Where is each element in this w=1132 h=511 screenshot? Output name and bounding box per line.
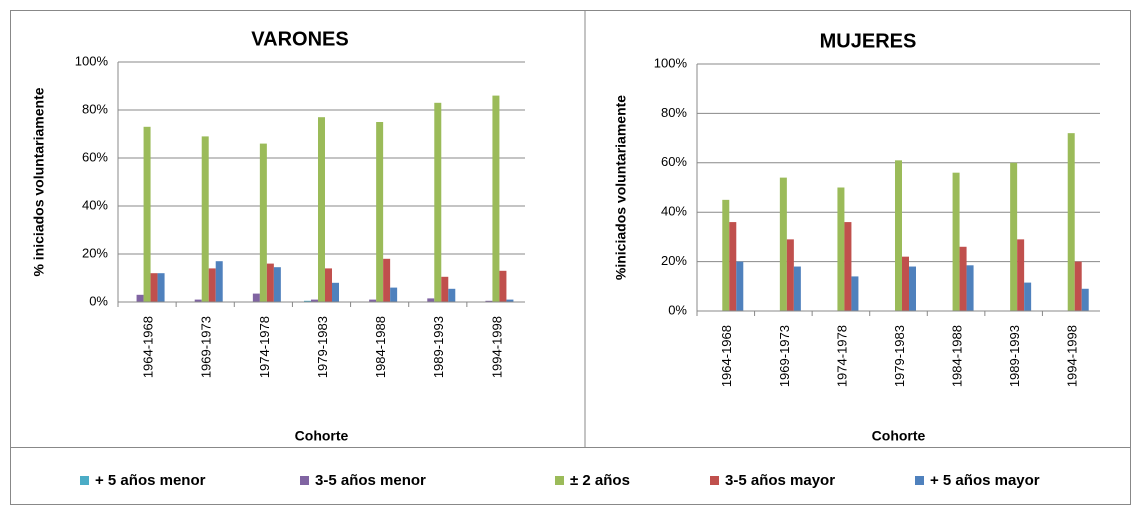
bar xyxy=(729,222,737,311)
bar xyxy=(722,199,730,311)
bar xyxy=(266,263,274,302)
x-tick-label: 1984-1988 xyxy=(950,325,965,387)
bar xyxy=(1010,162,1018,311)
bar xyxy=(485,300,493,302)
bar xyxy=(902,256,909,311)
x-axis-title: Cohorte xyxy=(295,428,349,444)
x-tick-label: 1969-1973 xyxy=(777,325,792,387)
bar xyxy=(851,276,859,311)
bar xyxy=(332,282,339,302)
y-tick-label: 40% xyxy=(82,197,108,212)
y-tick-label: 20% xyxy=(82,245,108,260)
bar xyxy=(844,222,852,311)
bar xyxy=(325,268,332,302)
legend-label: ± 2 años xyxy=(570,472,630,489)
y-axis-title: %iniciados voluntariamente xyxy=(613,95,629,280)
y-tick-label: 20% xyxy=(661,253,687,268)
legend-label: 3-5 años menor xyxy=(315,472,426,489)
bar xyxy=(390,287,398,302)
legend-label: + 5 años menor xyxy=(95,472,206,489)
legend-swatch xyxy=(300,476,309,485)
x-tick-label: 1974-1978 xyxy=(834,325,849,387)
bar xyxy=(157,273,165,302)
bar xyxy=(215,261,223,302)
x-axis-title: Cohorte xyxy=(872,428,926,444)
bar xyxy=(793,266,801,311)
bar xyxy=(786,239,794,311)
bar xyxy=(441,276,449,302)
bar xyxy=(252,293,260,302)
bar xyxy=(1017,239,1025,311)
bar xyxy=(837,187,845,311)
legend-swatch xyxy=(915,476,924,485)
x-tick-label: 1979-1983 xyxy=(315,316,330,378)
bar xyxy=(201,136,209,302)
bar xyxy=(194,299,202,302)
bar xyxy=(736,261,744,311)
y-tick-label: 0% xyxy=(89,293,108,308)
bar xyxy=(448,288,456,302)
bar xyxy=(136,294,144,302)
y-axis-title: % iniciados voluntariamente xyxy=(31,87,47,276)
legend-swatch xyxy=(555,476,564,485)
bar xyxy=(492,95,500,302)
bar xyxy=(208,268,216,302)
x-tick-label: 1964-1968 xyxy=(141,316,156,378)
bar xyxy=(1074,261,1082,311)
bar xyxy=(909,266,916,311)
bar xyxy=(895,160,902,311)
x-tick-label: 1994-1998 xyxy=(1065,325,1080,387)
y-tick-label: 0% xyxy=(668,302,687,317)
legend-label: + 5 años mayor xyxy=(930,472,1040,489)
bar xyxy=(376,122,384,302)
bar xyxy=(369,299,377,302)
y-tick-label: 60% xyxy=(661,154,687,169)
bar xyxy=(959,246,967,311)
bar xyxy=(1024,282,1032,311)
bar xyxy=(150,273,158,302)
legend-swatch xyxy=(80,476,89,485)
bar xyxy=(311,299,318,302)
x-tick-label: 1969-1973 xyxy=(199,316,214,378)
bar xyxy=(273,267,281,302)
chart-title: VARONES xyxy=(251,28,348,50)
legend-swatch xyxy=(710,476,719,485)
x-tick-label: 1964-1968 xyxy=(719,325,734,387)
bar xyxy=(427,298,435,302)
bar xyxy=(779,177,787,311)
x-tick-label: 1984-1988 xyxy=(373,316,388,378)
bar xyxy=(499,270,507,302)
bar xyxy=(1067,133,1075,311)
bar xyxy=(966,265,974,311)
y-tick-label: 100% xyxy=(75,53,109,68)
bar xyxy=(506,299,514,302)
bar xyxy=(143,126,151,302)
chart-title: MUJERES xyxy=(820,30,917,52)
x-tick-label: 1994-1998 xyxy=(489,316,504,378)
bar xyxy=(259,143,267,302)
y-tick-label: 80% xyxy=(82,101,108,116)
bar xyxy=(1081,288,1089,311)
bar xyxy=(383,258,391,302)
bar xyxy=(318,117,325,302)
frame xyxy=(10,10,1131,505)
y-tick-label: 80% xyxy=(661,105,687,120)
bar xyxy=(952,172,960,311)
bar xyxy=(304,300,311,302)
y-tick-label: 100% xyxy=(654,55,688,70)
x-tick-label: 1974-1978 xyxy=(257,316,272,378)
y-tick-label: 40% xyxy=(661,204,687,219)
x-tick-label: 1989-1993 xyxy=(431,316,446,378)
y-tick-label: 60% xyxy=(82,149,108,164)
x-tick-label: 1989-1993 xyxy=(1007,325,1022,387)
x-tick-label: 1979-1983 xyxy=(892,325,907,387)
bar xyxy=(434,102,442,302)
legend-label: 3-5 años mayor xyxy=(725,472,835,489)
